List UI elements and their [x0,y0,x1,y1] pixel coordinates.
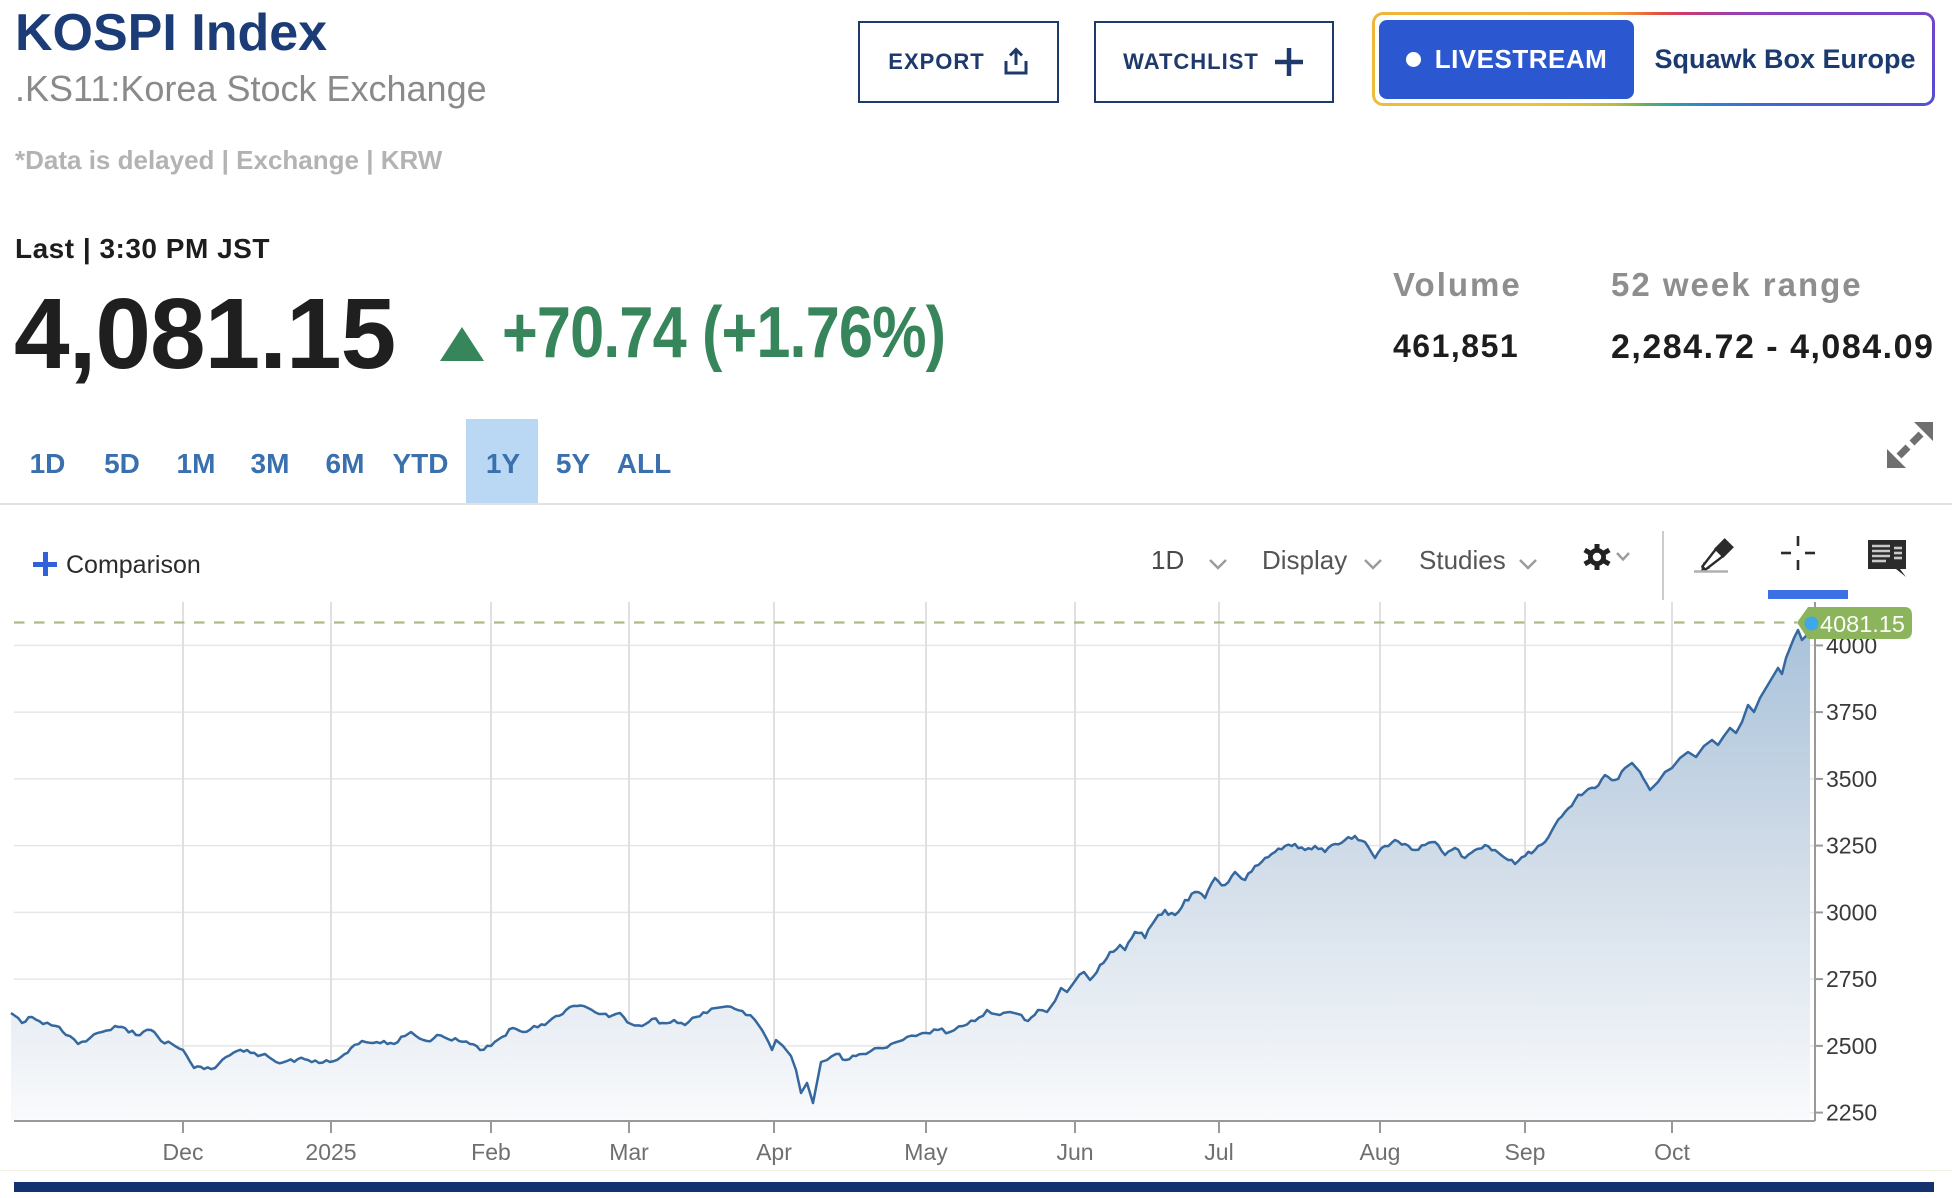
svg-text:Aug: Aug [1360,1139,1401,1165]
svg-text:Apr: Apr [756,1139,792,1165]
svg-text:2750: 2750 [1826,966,1877,992]
svg-text:Mar: Mar [609,1139,649,1165]
svg-text:2500: 2500 [1826,1033,1877,1059]
svg-text:Jul: Jul [1204,1139,1233,1165]
svg-text:Oct: Oct [1654,1139,1690,1165]
svg-text:2250: 2250 [1826,1100,1877,1126]
svg-text:3500: 3500 [1826,766,1877,792]
svg-text:4081.15: 4081.15 [1820,611,1905,637]
svg-text:3750: 3750 [1826,699,1877,725]
svg-text:May: May [904,1139,948,1165]
svg-text:Feb: Feb [471,1139,511,1165]
svg-text:Dec: Dec [163,1139,204,1165]
svg-text:3250: 3250 [1826,833,1877,859]
svg-text:Jun: Jun [1056,1139,1093,1165]
svg-text:3000: 3000 [1826,899,1877,925]
svg-text:2025: 2025 [305,1139,356,1165]
svg-text:Sep: Sep [1505,1139,1546,1165]
